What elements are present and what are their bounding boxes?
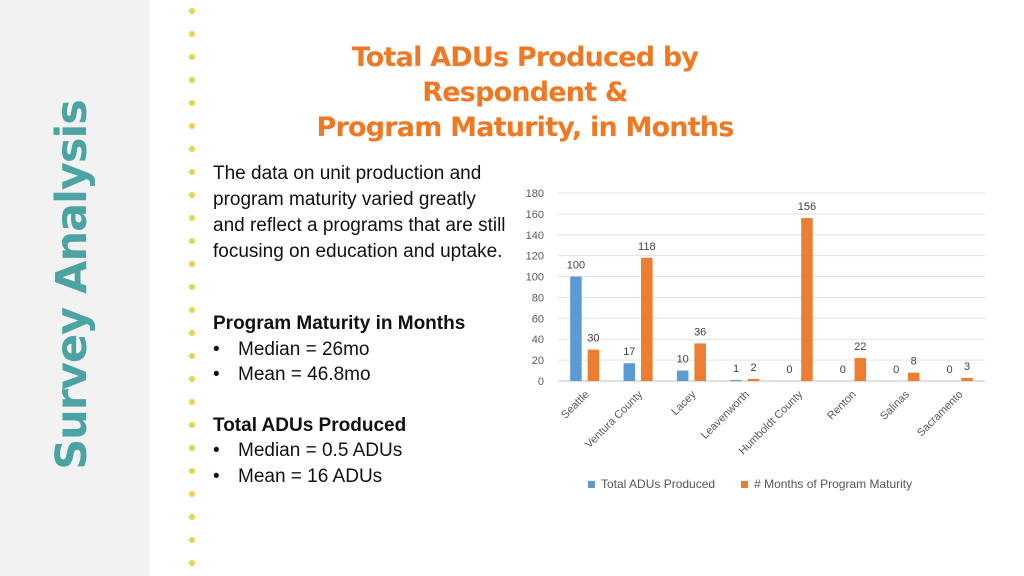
bar-months-maturity xyxy=(641,257,653,381)
data-label: 118 xyxy=(638,241,656,253)
divider-dot xyxy=(189,31,195,37)
divider-dot xyxy=(189,537,195,543)
sidebar: Survey Analysis xyxy=(0,0,150,576)
x-tick-label: Sacramento xyxy=(915,389,965,439)
divider-dot xyxy=(189,330,195,336)
data-label: 22 xyxy=(854,341,866,353)
y-tick-label: 180 xyxy=(526,188,544,200)
data-label: 3 xyxy=(964,361,970,373)
data-label: 100 xyxy=(567,260,585,272)
sidebar-title: Survey Analysis xyxy=(47,100,97,470)
divider-dot xyxy=(189,261,195,267)
divider-dot xyxy=(189,353,195,359)
bar-total-adus xyxy=(623,363,636,381)
stat-item: Mean = 46.8mo xyxy=(213,362,508,388)
stats-heading-maturity: Program Maturity in Months xyxy=(213,313,466,334)
title-line-1: Total ADUs Produced by Respondent & xyxy=(351,42,699,108)
bar-total-adus xyxy=(730,379,742,381)
bar-months-maturity xyxy=(694,343,706,381)
bar-total-adus xyxy=(570,276,582,381)
legend-swatch-series-1 xyxy=(588,480,595,488)
bar-months-maturity xyxy=(961,377,973,381)
data-label: 156 xyxy=(798,201,816,213)
bar-chart: 02040608010012014016018010030Seattle1711… xyxy=(526,188,985,457)
legend-label-series-1: Total ADUs Produced xyxy=(601,477,716,491)
y-tick-label: 80 xyxy=(532,292,544,304)
data-label: 17 xyxy=(623,346,635,358)
title-line-2: Program Maturity, in Months xyxy=(316,112,734,143)
data-label: 0 xyxy=(947,364,953,376)
divider-dot xyxy=(189,123,195,129)
bar-months-maturity xyxy=(747,378,760,381)
divider-dot xyxy=(189,146,195,152)
y-tick-label: 160 xyxy=(526,209,544,221)
divider-dot xyxy=(189,169,195,175)
x-tick-label: Salinas xyxy=(878,388,912,422)
y-tick-label: 60 xyxy=(532,313,544,325)
data-label: 1 xyxy=(733,363,739,375)
data-label: 36 xyxy=(694,326,706,338)
data-label: 0 xyxy=(786,364,792,376)
dotted-divider xyxy=(189,8,197,576)
bar-months-maturity xyxy=(801,218,813,381)
y-tick-label: 20 xyxy=(532,355,544,367)
y-tick-label: 120 xyxy=(526,251,544,263)
divider-dot xyxy=(189,307,195,313)
divider-dot xyxy=(189,8,195,14)
legend-label-series-2: # Months of Program Maturity xyxy=(754,477,913,491)
data-label: 10 xyxy=(677,354,689,366)
stats-list-maturity: Median = 26mo Mean = 46.8mo xyxy=(213,337,508,388)
divider-dot xyxy=(189,77,195,83)
stat-item: Median = 26mo xyxy=(213,337,508,363)
y-tick-label: 100 xyxy=(526,272,544,284)
y-tick-label: 0 xyxy=(538,376,544,388)
divider-dot xyxy=(189,238,195,244)
legend-item-series-2: # Months of Program Maturity xyxy=(741,477,912,491)
bar-months-maturity xyxy=(854,358,867,381)
legend-item-series-1: Total ADUs Produced xyxy=(588,477,715,491)
data-label: 2 xyxy=(751,362,757,374)
x-tick-label: Leavenworth xyxy=(699,389,752,442)
divider-dot xyxy=(189,514,195,520)
divider-dot xyxy=(189,468,195,474)
chart-legend: Total ADUs Produced # Months of Program … xyxy=(588,477,912,491)
divider-dot xyxy=(189,491,195,497)
x-tick-label: Renton xyxy=(825,389,859,423)
stats-list-adus: Median = 0.5 ADUs Mean = 16 ADUs xyxy=(213,438,508,489)
intro-paragraph: The data on unit production and program … xyxy=(213,163,506,262)
bar-months-maturity xyxy=(907,372,920,381)
divider-dot xyxy=(189,560,195,566)
x-tick-label: Lacey xyxy=(669,388,699,418)
data-label: 30 xyxy=(587,333,599,345)
stats-heading-adus: Total ADUs Produced xyxy=(213,414,407,436)
bar-total-adus xyxy=(676,370,689,381)
stats-block: Program Maturity in Months Median = 26mo… xyxy=(213,311,508,514)
x-tick-label: Ventura County xyxy=(583,388,645,450)
data-label: 0 xyxy=(840,364,846,376)
stat-item: Median = 0.5 ADUs xyxy=(213,438,508,464)
divider-dot xyxy=(189,376,195,382)
stat-item: Mean = 16 ADUs xyxy=(213,464,508,490)
data-label: 8 xyxy=(911,356,917,368)
divider-dot xyxy=(189,422,195,428)
page-title: Total ADUs Produced by Respondent & Prog… xyxy=(300,40,750,145)
divider-dot xyxy=(189,399,195,405)
bar-months-maturity xyxy=(587,349,600,381)
data-label: 0 xyxy=(893,364,899,376)
divider-dot xyxy=(189,54,195,60)
divider-dot xyxy=(189,192,195,198)
divider-dot xyxy=(189,100,195,106)
legend-swatch-series-2 xyxy=(741,480,749,488)
x-tick-label: Seattle xyxy=(559,389,592,422)
divider-dot xyxy=(189,215,195,221)
y-tick-label: 140 xyxy=(526,230,544,242)
divider-dot xyxy=(189,284,195,290)
divider-dot xyxy=(189,445,195,451)
y-tick-label: 40 xyxy=(532,334,544,346)
